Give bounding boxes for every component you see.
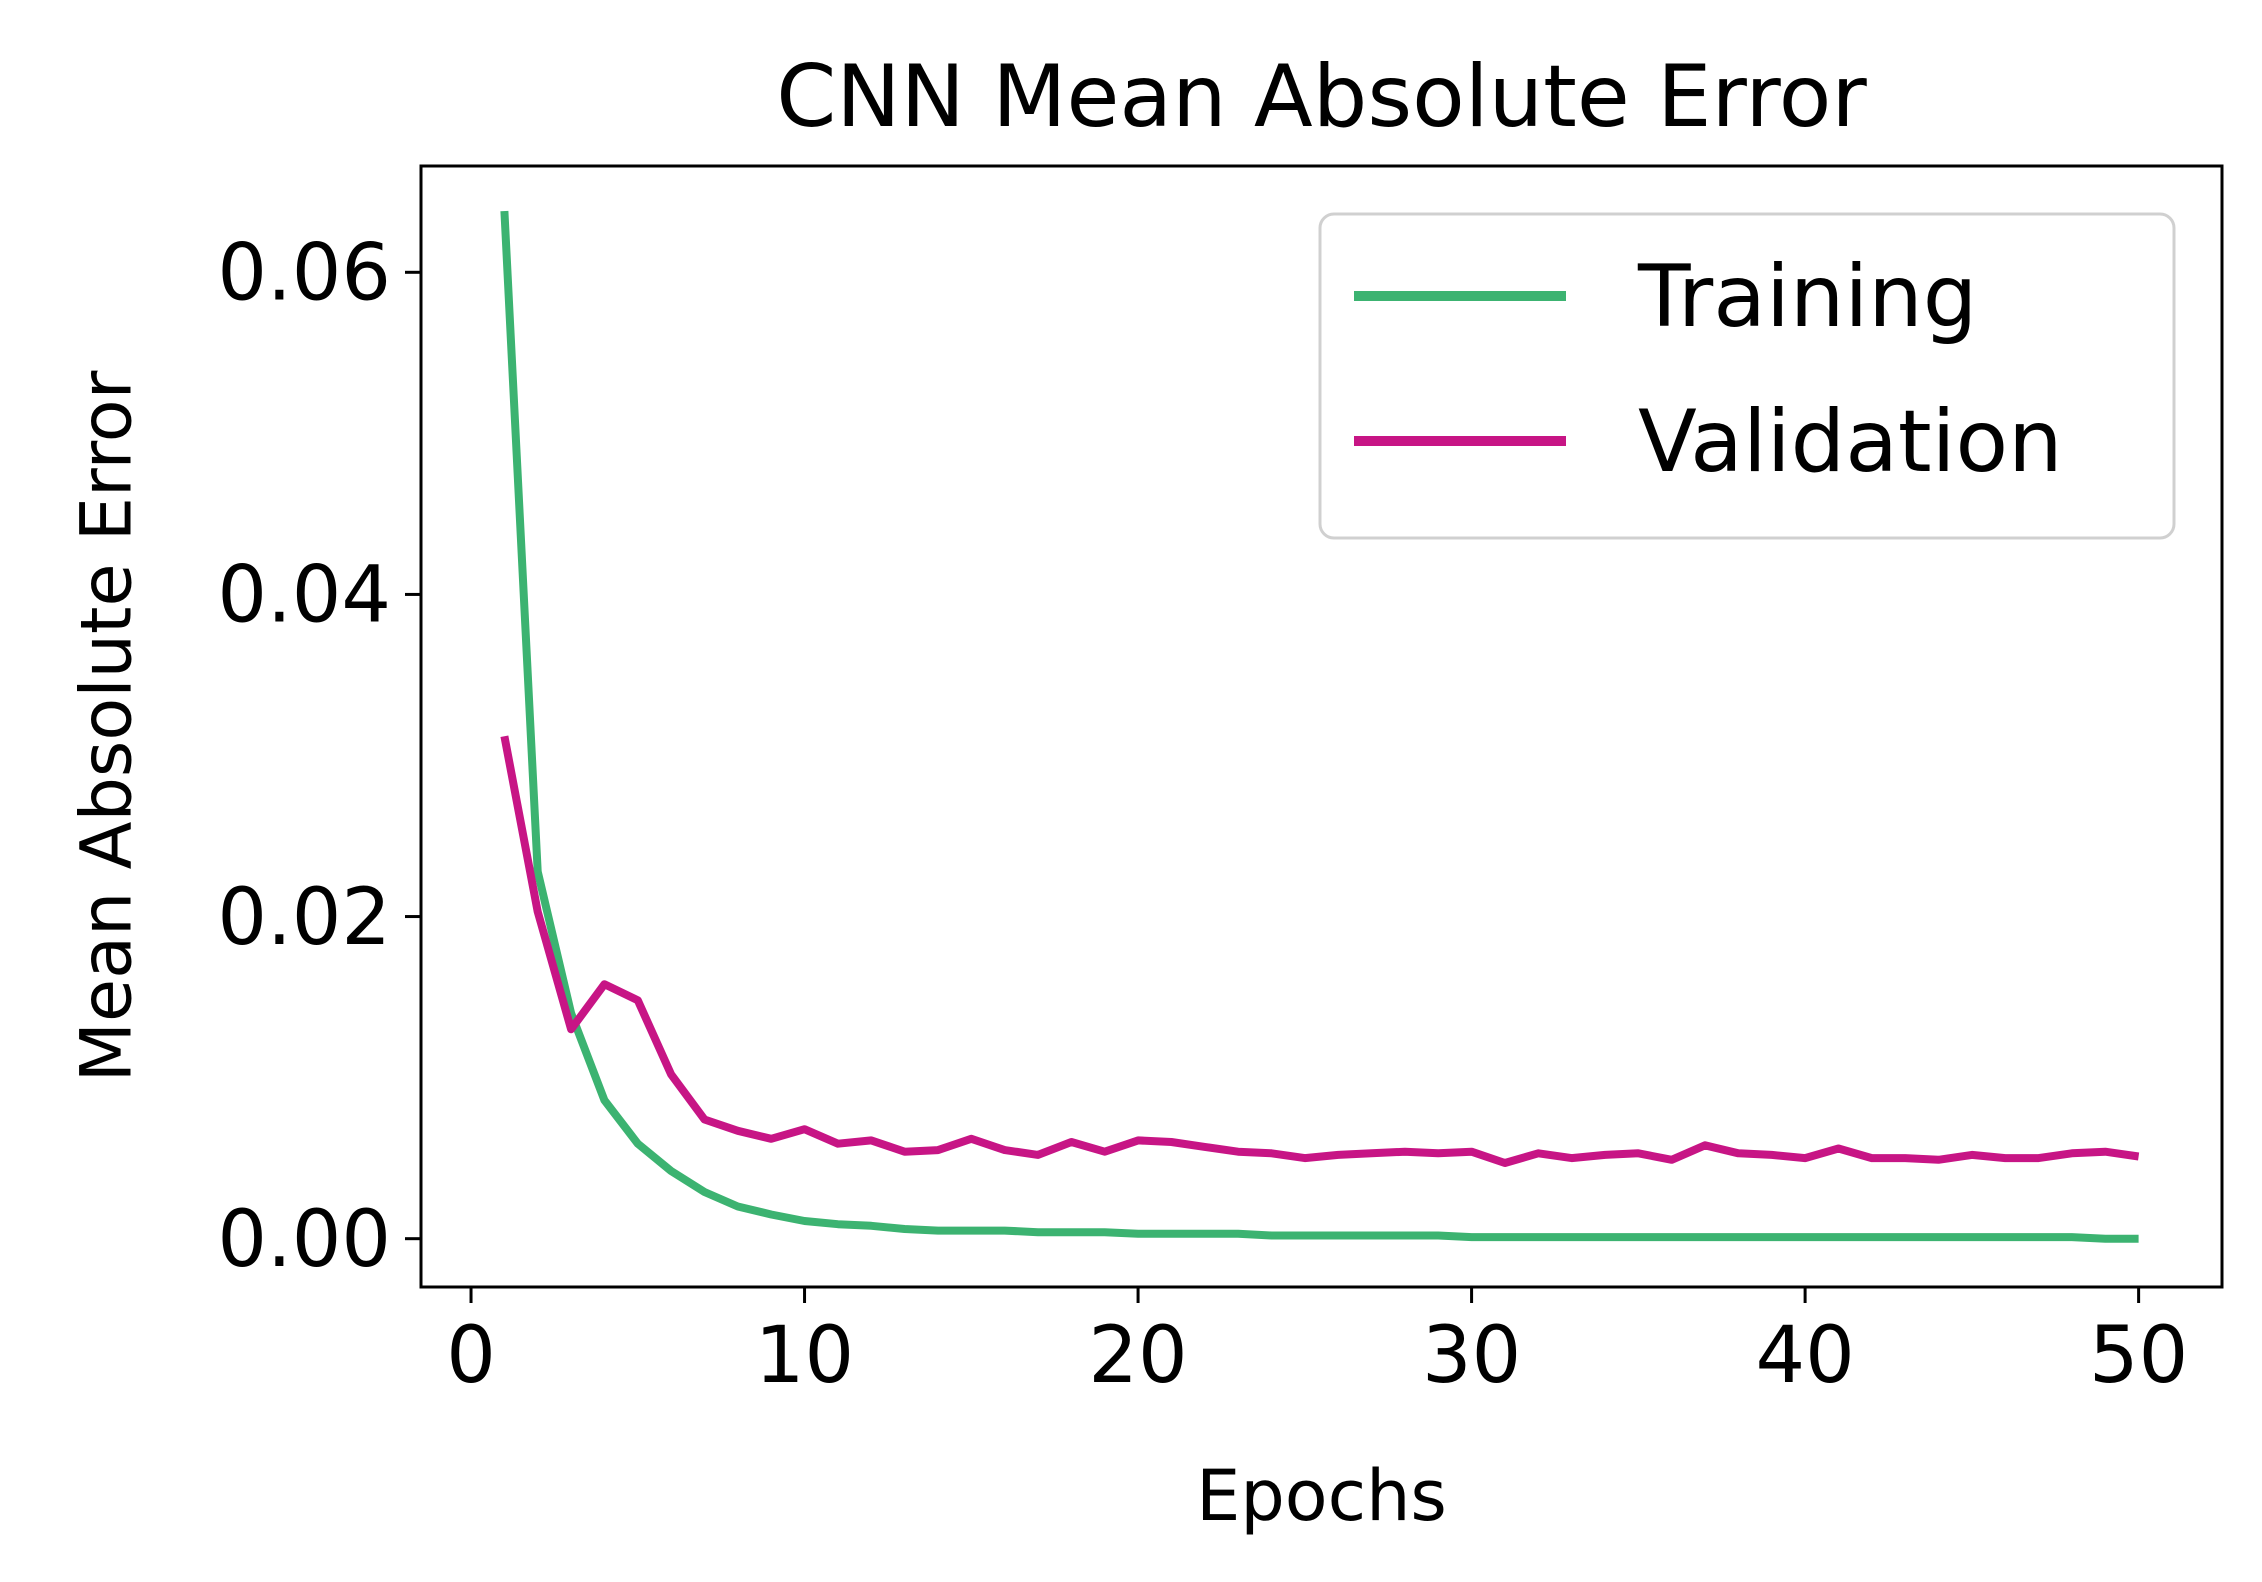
x-tick-label: 50: [2089, 1311, 2188, 1401]
y-tick-label: 0.04: [217, 551, 391, 641]
x-tick-label: 10: [755, 1311, 854, 1401]
training-series-line: [500, 210, 2139, 1243]
legend: Training Validation: [1318, 212, 2176, 540]
y-tick-label: 0.06: [217, 229, 391, 319]
x-tick-label: 20: [1088, 1311, 1187, 1401]
axes-frame: [419, 164, 2224, 1289]
validation-legend-label: Validation: [1638, 392, 2063, 492]
axis-ticks: 0 10 20 30 40 50 0.00 0.02 0.04 0.06: [217, 229, 2188, 1401]
training-legend-label: Training: [1637, 247, 1977, 347]
plot-area: [500, 210, 2140, 1243]
y-tick-label: 0.00: [217, 1195, 391, 1285]
y-tick-label: 0.02: [217, 873, 391, 963]
y-axis-label: Mean Absolute Error: [66, 370, 148, 1082]
x-tick-label: 30: [1422, 1311, 1521, 1401]
x-tick-label: 40: [1755, 1311, 1854, 1401]
legend-items: Training Validation: [1354, 247, 2063, 492]
x-tick-label: 0: [446, 1311, 496, 1401]
validation-series-line: [500, 735, 2140, 1167]
x-axis-label: Epochs: [1196, 1455, 1447, 1537]
chart-title: CNN Mean Absolute Error: [776, 47, 1867, 147]
